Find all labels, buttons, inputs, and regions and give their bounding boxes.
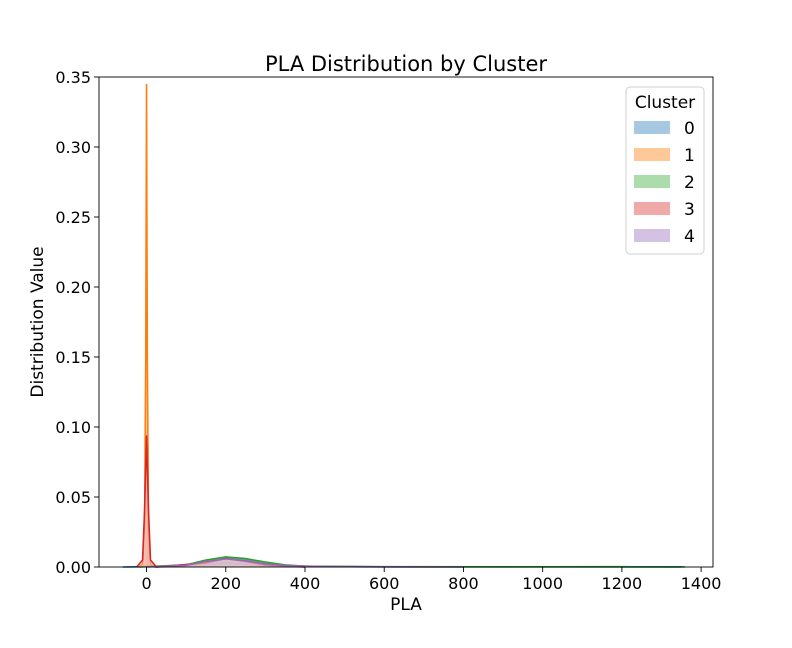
y-axis-ticks: 0.00 0.05 0.10 0.15 0.20 0.25 0.30 0.35 bbox=[55, 68, 99, 577]
legend-swatch-cluster-4 bbox=[634, 229, 670, 242]
legend-swatch-cluster-3 bbox=[634, 202, 670, 215]
density-area-cluster-4 bbox=[146, 558, 464, 567]
x-tick-label: 0 bbox=[141, 574, 151, 593]
y-tick-label: 0.25 bbox=[55, 208, 91, 227]
x-tick-label: 1000 bbox=[522, 574, 563, 593]
x-tick-label: 200 bbox=[210, 574, 241, 593]
chart-title: PLA Distribution by Cluster bbox=[265, 52, 547, 76]
legend-label-cluster-0: 0 bbox=[684, 119, 695, 139]
x-tick-label: 1200 bbox=[602, 574, 643, 593]
legend: Cluster 0 1 2 3 4 bbox=[625, 86, 705, 255]
y-tick-label: 0.05 bbox=[55, 488, 91, 507]
y-tick-label: 0.30 bbox=[55, 138, 91, 157]
legend-swatch-cluster-1 bbox=[634, 148, 670, 161]
legend-title: Cluster bbox=[635, 93, 695, 113]
x-tick-label: 1400 bbox=[681, 574, 722, 593]
x-tick-label: 400 bbox=[290, 574, 321, 593]
legend-label-cluster-3: 3 bbox=[684, 200, 695, 220]
y-axis-label: Distribution Value bbox=[28, 246, 48, 397]
y-tick-label: 0.10 bbox=[55, 418, 91, 437]
y-tick-label: 0.35 bbox=[55, 68, 91, 87]
y-tick-label: 0.00 bbox=[55, 558, 91, 577]
plot-frame bbox=[98, 76, 714, 568]
legend-label-cluster-2: 2 bbox=[684, 173, 695, 193]
legend-swatch-cluster-2 bbox=[634, 175, 670, 188]
x-axis-ticks: 0 200 400 600 800 1000 1200 1400 bbox=[141, 567, 721, 593]
y-tick-label: 0.15 bbox=[55, 348, 91, 367]
x-tick-label: 800 bbox=[448, 574, 479, 593]
legend-swatch-cluster-0 bbox=[634, 121, 670, 134]
legend-label-cluster-1: 1 bbox=[684, 146, 695, 166]
legend-label-cluster-4: 4 bbox=[684, 227, 695, 247]
x-axis-label: PLA bbox=[390, 595, 422, 615]
x-tick-label: 600 bbox=[369, 574, 400, 593]
y-tick-label: 0.20 bbox=[55, 278, 91, 297]
